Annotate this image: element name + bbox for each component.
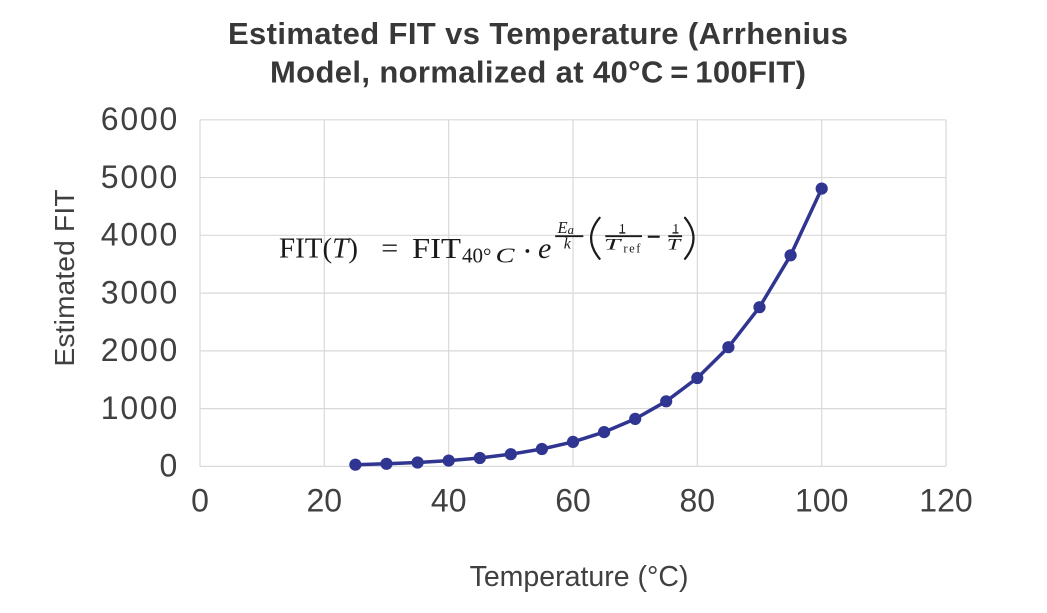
svg-text:0: 0 xyxy=(191,483,209,519)
svg-text:2000: 2000 xyxy=(101,332,178,368)
svg-text:T: T xyxy=(604,236,623,253)
svg-text:1: 1 xyxy=(619,222,626,238)
svg-text:ref: ref xyxy=(623,242,641,256)
svg-text:T: T xyxy=(667,236,682,253)
svg-text:FIT(T): FIT(T) xyxy=(279,233,358,265)
svg-text:Estimated FIT vs Temperature (: Estimated FIT vs Temperature (Arrhenius xyxy=(228,16,848,51)
svg-text:120: 120 xyxy=(919,483,972,519)
svg-text:C: C xyxy=(496,244,516,268)
svg-text:1: 1 xyxy=(672,222,679,238)
svg-text:Ea: Ea xyxy=(557,218,574,237)
svg-text:Model, normalized at 40°C = 10: Model, normalized at 40°C = 100FIT) xyxy=(270,54,806,89)
svg-text:3000: 3000 xyxy=(101,274,178,310)
svg-text:6000: 6000 xyxy=(101,101,178,137)
svg-text:FIT: FIT xyxy=(412,233,461,265)
svg-text:100: 100 xyxy=(795,483,848,519)
svg-text:4000: 4000 xyxy=(101,217,178,253)
svg-text:40°: 40° xyxy=(462,244,491,268)
svg-text:40: 40 xyxy=(431,483,467,519)
svg-text:20: 20 xyxy=(307,483,343,519)
svg-text:80: 80 xyxy=(680,483,716,519)
svg-text:0: 0 xyxy=(160,448,178,484)
svg-text:60: 60 xyxy=(555,483,591,519)
svg-text:e: e xyxy=(538,232,551,265)
svg-text:Estimated FIT: Estimated FIT xyxy=(49,190,80,367)
svg-text:=: = xyxy=(381,233,398,265)
svg-text:5000: 5000 xyxy=(101,159,178,195)
svg-text:Temperature (°C): Temperature (°C) xyxy=(470,561,689,593)
svg-text:k: k xyxy=(564,235,572,252)
svg-text:1000: 1000 xyxy=(101,390,178,426)
